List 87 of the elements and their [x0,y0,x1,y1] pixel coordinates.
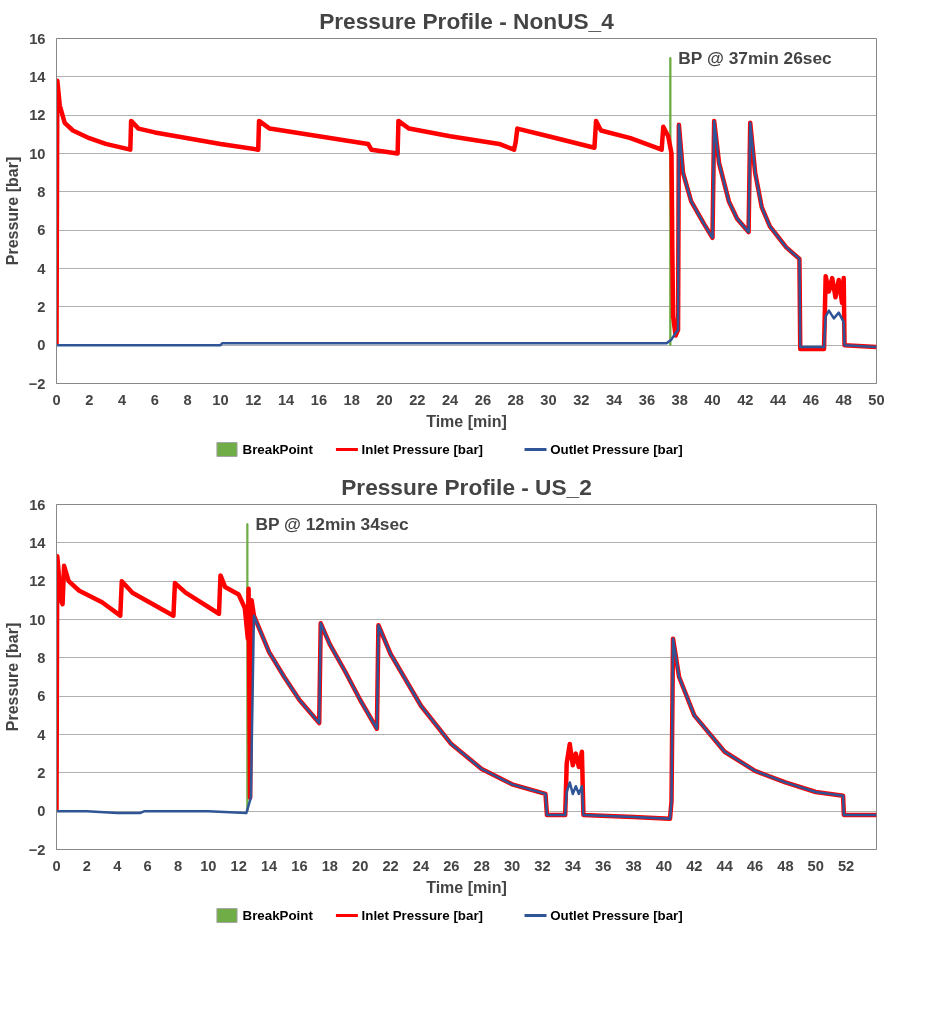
y-tick-label: 12 [29,573,46,590]
y-tick-label: 8 [37,183,46,200]
x-tick-label: 28 [507,391,524,408]
x-tick-label: 20 [376,391,393,408]
y-tick-label: 10 [29,145,46,162]
x-tick-label: 2 [85,391,94,408]
chart-title: Pressure Profile - NonUS_4 [319,7,615,34]
x-tick-label: 44 [769,391,788,408]
x-tick-label: 24 [412,857,430,874]
x-tick-label: 0 [52,857,61,874]
y-tick-label: −2 [28,375,46,392]
x-tick-label: 50 [868,391,885,408]
x-tick-label: 34 [605,391,624,408]
annotation: BP @ 12min 34sec [255,513,410,534]
x-tick-label: 4 [118,391,128,408]
x-tick-label: 12 [230,857,247,874]
x-tick-label: 18 [343,391,360,408]
y-tick-label: 6 [37,222,46,239]
y-tick-label: 14 [29,68,47,85]
y-axis-title: Pressure [bar] [3,156,21,266]
x-tick-label: 52 [837,857,855,874]
x-tick-label: 30 [503,857,521,874]
x-tick-label: 44 [716,857,734,874]
y-tick-label: 16 [29,30,46,47]
x-tick-label: 18 [321,857,338,874]
x-tick-label: 38 [625,857,642,874]
y-tick-label: 6 [37,688,46,705]
x-tick-label: 8 [173,857,183,874]
legend-label: Inlet Pressure [bar] [361,908,484,923]
legend-label: Inlet Pressure [bar] [361,442,484,457]
y-tick-label: 0 [37,337,46,354]
legend-label: BreakPoint [242,908,314,923]
x-tick-label: 16 [310,391,328,408]
x-tick-label: 50 [807,857,824,874]
x-tick-label: 46 [746,857,764,874]
y-axis-title: Pressure [bar] [3,622,21,732]
x-tick-label: 30 [540,391,557,408]
y-tick-label: 8 [37,649,46,666]
x-tick-label: 20 [352,857,369,874]
legend-label: Outlet Pressure [bar] [550,908,683,923]
x-tick-label: 26 [474,391,492,408]
annotation: BP @ 37min 26sec [678,47,833,68]
chart-title: Pressure Profile - US_2 [341,473,592,500]
y-tick-label: 10 [29,611,46,628]
x-tick-label: 48 [777,857,794,874]
x-tick-label: 26 [443,857,460,874]
y-tick-label: 12 [29,107,46,124]
x-tick-label: 40 [655,857,673,874]
x-tick-label: 32 [573,391,590,408]
x-tick-label: 12 [245,391,262,408]
y-tick-label: −2 [28,841,46,858]
x-tick-label: 22 [409,391,426,408]
x-tick-label: 4 [113,857,123,874]
y-tick-label: 14 [29,534,47,551]
x-tick-label: 46 [802,391,820,408]
legend-label: Outlet Pressure [bar] [550,442,683,457]
x-tick-label: 14 [260,857,279,874]
x-tick-label: 24 [441,391,460,408]
x-tick-label: 42 [737,391,754,408]
x-tick-label: 10 [212,391,229,408]
x-axis-title: Time [min] [426,878,507,896]
legend-label: BreakPoint [242,442,314,457]
x-tick-label: 8 [183,391,192,408]
y-tick-label: 16 [29,496,46,513]
x-tick-label: 28 [473,857,490,874]
x-tick-label: 6 [150,391,159,408]
x-tick-label: 48 [835,391,852,408]
x-tick-label: 42 [686,857,703,874]
x-tick-label: 22 [382,857,399,874]
x-tick-label: 36 [595,857,612,874]
y-tick-label: 4 [37,726,47,743]
x-axis-title: Time [min] [426,412,507,430]
x-tick-label: 14 [277,391,296,408]
x-tick-label: 10 [200,857,217,874]
x-tick-label: 40 [704,391,721,408]
y-tick-label: 0 [37,803,46,820]
y-tick-label: 2 [37,764,46,781]
y-tick-label: 4 [37,260,47,277]
y-tick-label: 2 [37,298,46,315]
x-tick-label: 36 [638,391,656,408]
x-tick-label: 34 [564,857,582,874]
x-tick-label: 32 [534,857,551,874]
x-tick-label: 16 [291,857,308,874]
x-tick-label: 0 [52,391,61,408]
x-tick-label: 2 [82,857,91,874]
x-tick-label: 38 [671,391,688,408]
x-tick-label: 6 [143,857,152,874]
